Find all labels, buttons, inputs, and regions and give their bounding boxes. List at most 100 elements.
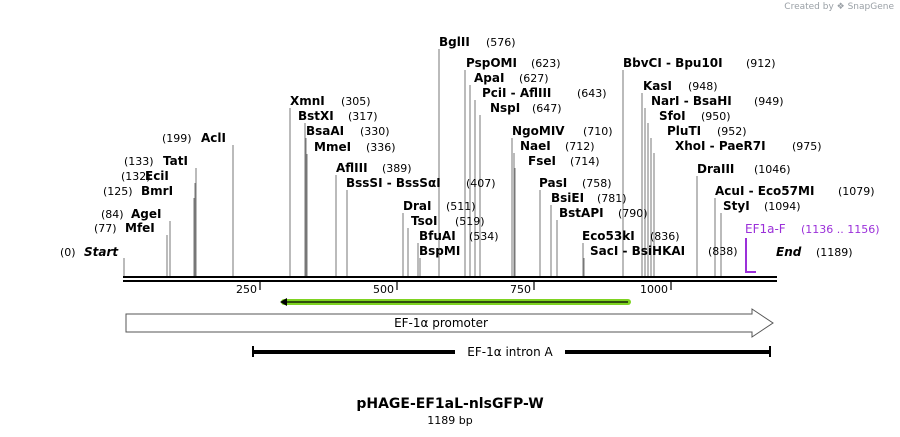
site-position: (389) [382, 162, 412, 175]
ruler-tick-label: 500 [373, 283, 394, 296]
site-name: DraI [403, 199, 431, 213]
site-label: BsiEI (781) [551, 191, 627, 205]
site-name: SacI - BsiHKAI [590, 244, 685, 258]
site-name: BsiEI [551, 191, 584, 205]
site-labels: MfeI(77)AgeI(84)BmrI(125)EciI(132)TatI(1… [94, 35, 875, 258]
site-position: (407) [466, 177, 496, 190]
site-name: NgoMIV [512, 124, 565, 138]
site-label: PciI - AflIII (643) [482, 86, 607, 100]
site-position: (627) [519, 72, 549, 85]
site-name: AcuI - Eco57MI [715, 184, 814, 198]
site-name: EciI [145, 169, 169, 183]
site-position: (305) [341, 95, 371, 108]
site-label: NspI (647) [490, 101, 562, 115]
site-label: PasI (758) [539, 176, 612, 190]
primer-arrow [745, 238, 756, 273]
site-label: BbvCI - Bpu10I (912) [623, 56, 776, 70]
site-position: (534) [469, 230, 499, 243]
site-position: (623) [531, 57, 561, 70]
site-label: BstXI (317) [298, 109, 378, 123]
site-name: BstXI [298, 109, 334, 123]
site-leader-lines [166, 49, 722, 277]
site-name: StyI [723, 199, 750, 213]
site-position: (336) [366, 141, 396, 154]
site-name: AclI [201, 131, 226, 145]
site-name: BfuAI [419, 229, 456, 243]
site-name: XmnI [290, 94, 325, 108]
site-label: DraIII (1046) [697, 162, 791, 176]
site-position: (519) [455, 215, 485, 228]
site-name: AflIII [336, 161, 368, 175]
ruler-tick-label: 1000 [640, 283, 668, 296]
site-label: BfuAI (534) [419, 229, 499, 243]
site-label: BspMI [419, 244, 460, 258]
site-position: (133) [124, 155, 154, 168]
site-position: (975) [792, 140, 822, 153]
plasmid-title: pHAGE-EF1aL-nlsGFP-W [356, 396, 544, 412]
site-position: (790) [618, 207, 648, 220]
site-name: BssSI - BssSαI [346, 176, 441, 190]
site-label: AclI (199) [162, 131, 226, 145]
site-label: PspOMI (623) [466, 56, 561, 70]
site-name: BbvCI - Bpu10I [623, 56, 723, 70]
site-position: (330) [360, 125, 390, 138]
site-label: ApaI (627) [474, 71, 549, 85]
site-label: Eco53kI (836) [582, 229, 680, 243]
site-position: (758) [582, 177, 612, 190]
site-position: (949) [754, 95, 784, 108]
site-label: MfeI (77) [94, 221, 155, 235]
site-position: (317) [348, 110, 378, 123]
ruler-tick-label: 750 [510, 283, 531, 296]
site-name: PasI [539, 176, 567, 190]
site-name: Eco53kI [582, 229, 635, 243]
site-name: MfeI [125, 221, 155, 235]
ruler: 250 500 750 1000 [236, 282, 672, 296]
site-position: (132) [121, 170, 151, 183]
site-name: AgeI [131, 207, 161, 221]
site-label: AgeI (84) [101, 207, 161, 221]
site-label: AflIII (389) [336, 161, 412, 175]
end-label: End [776, 245, 802, 259]
site-position: (199) [162, 132, 192, 145]
site-position: (84) [101, 208, 124, 221]
site-label: XhoI - PaeR7I (975) [675, 139, 822, 153]
intron-feature: EF-1α intron A [252, 345, 771, 359]
plasmid-length: 1189 bp [427, 414, 473, 427]
site-position: (781) [597, 192, 627, 205]
site-label: SfoI (950) [659, 109, 731, 123]
site-position: (950) [701, 110, 731, 123]
intron-label: EF-1α intron A [467, 345, 553, 359]
site-name: BglII [439, 35, 470, 49]
site-name: BspMI [419, 244, 460, 258]
site-label: NaeI (712) [520, 139, 595, 153]
site-label: PluTI (952) [667, 124, 747, 138]
site-name: MmeI [314, 140, 351, 154]
ruler-tick-label: 250 [236, 283, 257, 296]
site-position: (836) [650, 230, 680, 243]
site-label: AcuI - Eco57MI (1079) [715, 184, 875, 198]
primer-name: EF1a-F [745, 222, 786, 236]
site-position: (1094) [764, 200, 801, 213]
site-label: FseI (714) [528, 154, 600, 168]
start-label: Start [84, 245, 119, 259]
site-label: NarI - BsaHI (949) [651, 94, 784, 108]
site-name: BstAPI [559, 206, 604, 220]
snapgene-credit: Created by ❖ SnapGene [784, 2, 894, 12]
site-label: BstAPI (790) [559, 206, 648, 220]
site-position: (838) [708, 245, 738, 258]
site-label: BsaAI (330) [306, 124, 390, 138]
site-name: NspI [490, 101, 520, 115]
site-label: DraI (511) [403, 199, 476, 213]
site-position: (125) [103, 185, 133, 198]
site-label: NgoMIV (710) [512, 124, 613, 138]
primer-range: (1136 .. 1156) [801, 223, 880, 236]
orf-arrow [280, 298, 631, 306]
site-position: (647) [532, 102, 562, 115]
site-position: (714) [570, 155, 600, 168]
site-position: (511) [446, 200, 476, 213]
site-label: BssSI - BssSαI (407) [346, 176, 496, 190]
site-position: (77) [94, 222, 117, 235]
promoter-label: EF-1α promoter [394, 316, 488, 330]
site-name: PluTI [667, 124, 701, 138]
site-name: TatI [163, 154, 188, 168]
